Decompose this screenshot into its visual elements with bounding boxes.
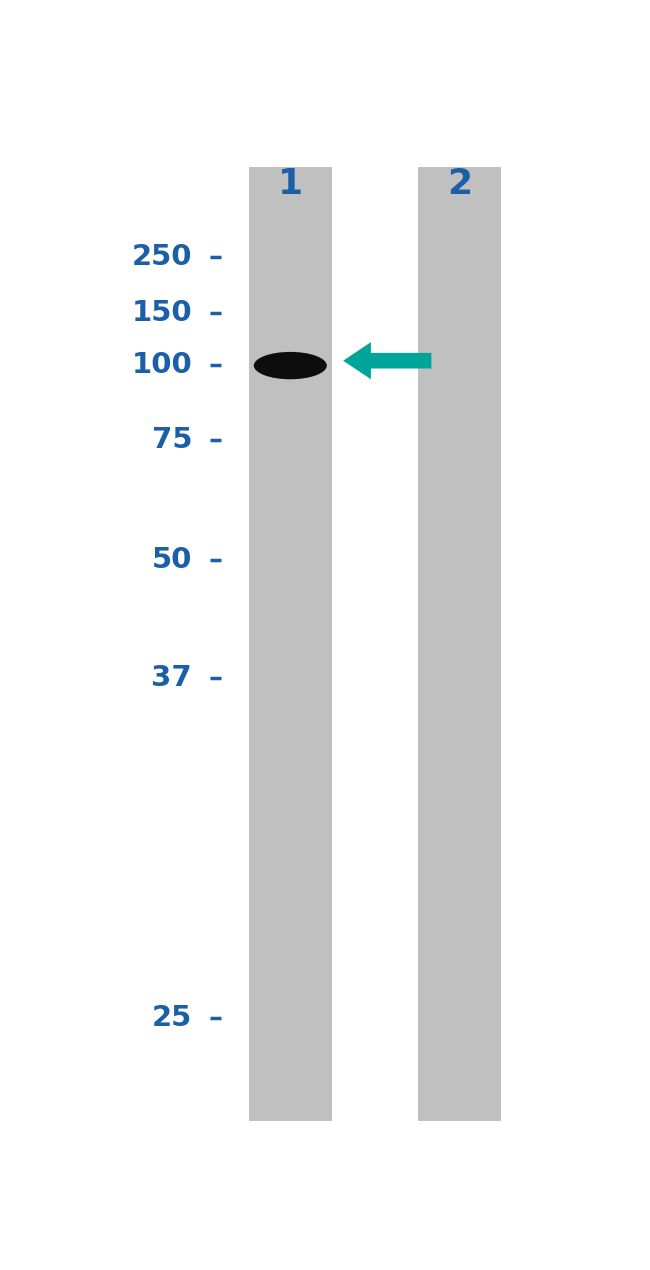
Text: 2: 2 [447, 166, 473, 201]
Text: 75: 75 [151, 425, 192, 453]
Text: 25: 25 [152, 1003, 192, 1031]
Ellipse shape [254, 352, 327, 380]
Bar [417, 168, 500, 1120]
Text: 250: 250 [131, 243, 192, 271]
Text: 1: 1 [278, 166, 303, 201]
FancyArrow shape [343, 342, 432, 380]
Text: 150: 150 [131, 298, 192, 326]
Text: 100: 100 [131, 351, 192, 378]
Bar [249, 168, 332, 1120]
Text: 50: 50 [151, 546, 192, 574]
Text: 37: 37 [151, 663, 192, 692]
